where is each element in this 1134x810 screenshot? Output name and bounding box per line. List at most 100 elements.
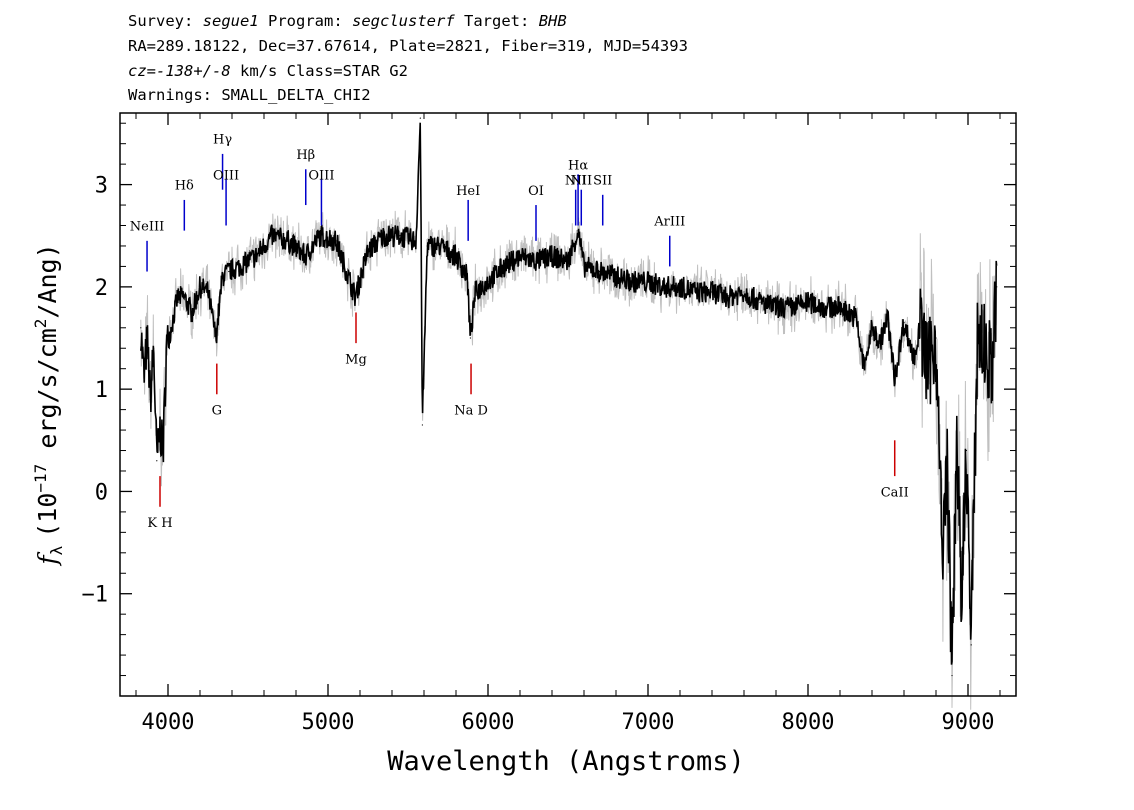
line-marker-label: Hβ	[296, 148, 315, 163]
spectrum-point	[146, 337, 148, 339]
spectrum-point	[199, 286, 201, 288]
spectrum-point	[823, 306, 825, 308]
spectrum-point	[170, 327, 172, 329]
spectrum-point	[567, 260, 569, 262]
spectrum-point	[165, 347, 167, 349]
spectrum-point	[474, 291, 476, 293]
x-tick-label: 9000	[942, 710, 995, 735]
survey-value: segue1	[202, 12, 259, 30]
spectrum-point	[319, 235, 321, 237]
spectrum-point	[775, 306, 777, 308]
spectrum-point	[927, 368, 929, 370]
line-marker-label: Hα	[568, 158, 588, 173]
spectrum-point	[583, 265, 585, 268]
spectrum-point	[935, 337, 937, 339]
spectrum-point	[519, 255, 521, 257]
y-tick-label: 2	[95, 276, 108, 301]
spectrum-point	[743, 291, 745, 293]
spectrum-point	[887, 316, 889, 319]
y-label-f: f	[33, 552, 62, 567]
line-marker-label: NeIII	[130, 220, 164, 235]
spectrum-point	[577, 230, 579, 232]
spectrum-point	[419, 117, 421, 119]
spectrum-point	[961, 613, 963, 615]
spectrum-point	[983, 347, 985, 349]
spectrum-point	[215, 337, 217, 339]
spectrum-point	[415, 240, 417, 242]
x-tick-label: 5000	[302, 710, 355, 735]
spectrum-point	[663, 286, 665, 288]
spectrum-point	[615, 276, 617, 278]
y-label-units: erg/s/cm	[33, 328, 62, 463]
spectrum-point	[271, 235, 273, 237]
spectrum-point	[487, 281, 489, 283]
spectrum-point	[149, 398, 151, 400]
spectrum-point	[183, 296, 185, 298]
spectrum-point	[287, 240, 289, 242]
spectrum-error-line	[140, 129, 998, 710]
line-marker-label: ArIII	[653, 215, 685, 230]
spectrum-point	[335, 240, 337, 242]
spectrum-point	[143, 378, 145, 380]
axes-layer: 4000 5000 6000 7000 8000 9000 −1 0 1 2 3	[82, 113, 1016, 735]
x-tick-label: 7000	[622, 710, 675, 735]
header-line-coordinates: RA=289.18122, Dec=37.67614, Plate=2821, …	[128, 37, 688, 55]
program-value: segclusterf	[352, 12, 455, 30]
y-label-open: (10	[33, 493, 62, 538]
spectrum-point	[191, 311, 193, 314]
spectrum-point	[221, 276, 223, 278]
spectrum-point	[162, 449, 164, 452]
spectrum-point	[239, 265, 241, 268]
spectrum-point	[535, 260, 537, 262]
line-marker-label: Mg	[345, 353, 367, 368]
spectrum-point	[791, 306, 793, 308]
spectrum-point	[367, 250, 369, 252]
spectrum-point	[421, 424, 423, 426]
line-marker-label: G	[212, 404, 222, 419]
spectrum-point	[153, 347, 155, 349]
spectrum-point	[305, 255, 307, 257]
line-marker-label: OI	[528, 184, 544, 199]
survey-label: Survey:	[128, 12, 194, 30]
spectrum-point	[879, 342, 881, 344]
spectrum-point	[469, 337, 471, 339]
spectrum-point	[965, 449, 968, 452]
spectrum-point	[455, 255, 457, 257]
spectrum-point	[503, 265, 505, 268]
spectrum-point	[977, 327, 979, 329]
line-marker-label: Hγ	[213, 133, 232, 148]
line-marker-label: SII	[593, 174, 612, 189]
line-marker-label: OIII	[213, 168, 239, 183]
spectrum-point	[159, 429, 161, 431]
cz-value: cz=-138+/-8	[128, 62, 231, 80]
spectrum-point	[354, 296, 356, 298]
target-label: Target:	[464, 12, 530, 30]
spectrum-point	[727, 296, 729, 298]
spectrum-point	[956, 429, 958, 431]
spectrum-point	[228, 270, 230, 273]
x-tick-label: 4000	[142, 710, 195, 735]
header-line-survey: Survey: segue1 Program: segclusterf Targ…	[128, 12, 567, 30]
y-label-end: /Ang)	[33, 243, 62, 318]
spectrum-point	[807, 301, 809, 303]
line-marker-label: K H	[147, 516, 172, 531]
spectrum-point	[941, 562, 944, 564]
program-label: Program:	[268, 12, 343, 30]
spectrum-point	[140, 327, 142, 329]
header-line-warnings: Warnings: SMALL_DELTA_CHI2	[128, 86, 371, 104]
y-label-exp: −17	[31, 464, 50, 493]
spectrum-line	[140, 122, 998, 665]
spectrum-point	[951, 674, 953, 677]
spectrum-point	[903, 322, 905, 324]
line-marker-label: CaII	[881, 486, 909, 501]
target-value: BHB	[538, 12, 567, 30]
spectrum-point	[426, 245, 428, 247]
spectrum-point	[711, 291, 713, 293]
y-tick-label: 3	[95, 174, 108, 199]
y-tick-label: 1	[95, 378, 108, 403]
spectrum-point	[439, 245, 441, 247]
y-tick-label: −1	[82, 583, 109, 608]
x-axis-label: Wavelength (Angstroms)	[387, 746, 745, 777]
line-marker-label: HeI	[456, 184, 480, 199]
